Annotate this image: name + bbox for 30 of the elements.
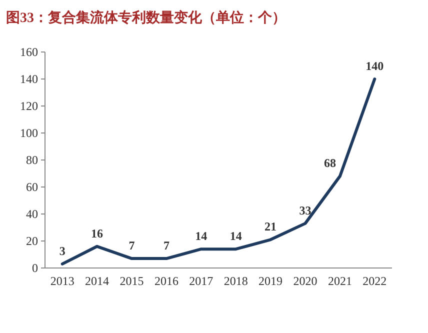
y-tick-label: 120 [20,99,38,113]
x-tick-label: 2021 [328,274,352,288]
y-tick-label: 140 [20,72,38,86]
x-tick-label: 2014 [85,274,110,288]
y-tick-label: 160 [20,45,38,59]
data-label: 3 [59,244,66,258]
data-label: 7 [128,238,135,253]
x-tick-label: 2015 [120,274,144,288]
y-tick-label: 0 [32,261,38,275]
data-label: 16 [91,226,104,240]
data-label: 140 [366,59,384,73]
y-tick-label: 100 [20,126,38,140]
data-label: 33 [299,203,312,218]
data-label: 7 [163,238,170,253]
x-tick-label: 2019 [258,274,283,288]
data-label: 14 [195,229,208,244]
title: 图33：复合集流体专利数量变化（单位：个） [6,11,286,26]
x-tick-label: 2016 [154,274,178,288]
y-tick-label: 60 [26,180,38,194]
data-label: 21 [264,220,277,234]
x-tick-label: 2020 [293,274,318,288]
x-tick-label: 2017 [189,274,214,288]
data-label: 14 [230,229,242,244]
y-tick-label: 40 [26,207,38,221]
x-tick-label: 2018 [224,274,248,288]
x-tick-label: 2013 [50,274,74,288]
data-label: 68 [324,156,336,170]
x-tick-label: 2022 [362,274,387,288]
y-tick-label: 20 [26,234,38,248]
y-tick-label: 80 [26,153,38,167]
